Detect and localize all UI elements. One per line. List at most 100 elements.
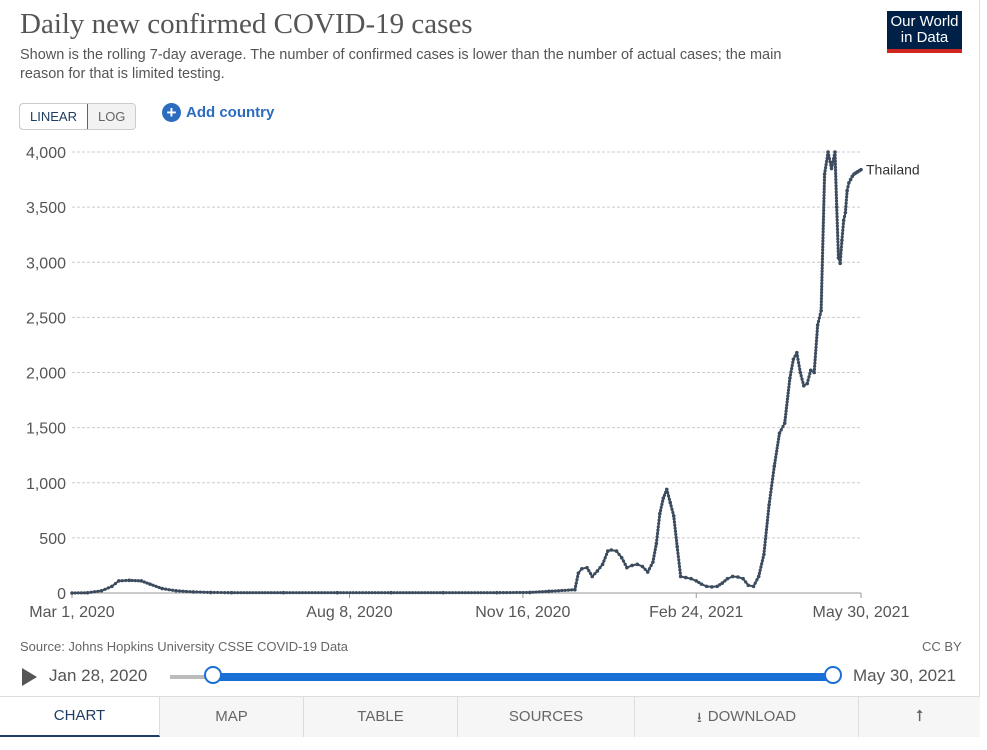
data-point — [834, 181, 838, 185]
data-point — [833, 165, 838, 169]
data-point — [348, 591, 352, 595]
data-point — [553, 589, 557, 593]
data-point — [841, 225, 845, 229]
license-link[interactable]: CC BY — [922, 639, 962, 654]
data-point — [170, 588, 175, 592]
data-point — [600, 562, 605, 567]
data-point — [454, 591, 458, 595]
data-point — [819, 300, 823, 304]
data-point — [820, 263, 824, 267]
data-point — [822, 208, 826, 213]
tab-chart[interactable]: CHART — [0, 697, 160, 737]
download-icon: ⭳ — [696, 709, 702, 725]
timeline-start-handle[interactable] — [204, 666, 222, 684]
data-point — [841, 222, 845, 226]
data-point — [835, 215, 839, 219]
timeline-selected-range — [213, 673, 833, 681]
data-point — [771, 471, 776, 475]
data-point — [531, 590, 535, 594]
data-point — [379, 591, 384, 595]
data-point — [537, 590, 541, 594]
data-point — [655, 538, 659, 542]
data-point — [841, 228, 845, 232]
timeline: Jan 28, 2020 May 30, 2021 — [0, 660, 980, 692]
data-point — [208, 590, 213, 595]
data-point — [770, 477, 775, 481]
x-tick-label: Aug 8, 2020 — [306, 604, 392, 621]
data-point — [819, 306, 823, 310]
data-point — [106, 586, 111, 590]
data-point — [398, 591, 402, 595]
log-scale-button[interactable]: LOG — [87, 104, 136, 129]
data-point — [838, 261, 842, 266]
data-point — [819, 303, 823, 307]
data-point — [447, 591, 452, 595]
data-point — [820, 287, 824, 292]
data-point — [813, 364, 817, 368]
data-point — [845, 192, 849, 196]
data-point — [99, 588, 104, 593]
data-point — [766, 515, 770, 519]
source-note[interactable]: Source: Johns Hopkins University CSSE CO… — [20, 639, 349, 654]
data-point — [795, 354, 800, 358]
data-point — [815, 323, 820, 327]
data-point — [319, 591, 324, 595]
data-point — [821, 242, 825, 246]
tab-chart-label: CHART — [53, 707, 106, 724]
data-point — [815, 332, 819, 337]
data-point — [847, 181, 851, 185]
data-point — [662, 493, 667, 497]
data-point — [769, 490, 773, 494]
data-point — [661, 499, 665, 503]
data-point — [833, 168, 838, 172]
data-point — [800, 377, 804, 381]
data-point — [266, 591, 270, 595]
data-point — [501, 591, 506, 595]
data-point — [498, 591, 502, 595]
data-point — [834, 174, 838, 179]
data-point — [760, 559, 765, 563]
y-tick-label: 2,000 — [26, 366, 66, 383]
data-point — [130, 578, 134, 583]
play-icon[interactable] — [22, 668, 37, 686]
data-point — [142, 580, 146, 584]
data-point — [791, 357, 796, 362]
data-point — [678, 571, 682, 575]
data-point — [822, 178, 827, 182]
data-point — [300, 591, 305, 595]
data-point — [782, 421, 787, 426]
data-point — [361, 591, 365, 595]
x-tick-label: May 30, 2021 — [813, 604, 910, 621]
data-point — [819, 308, 823, 313]
data-point — [492, 591, 496, 595]
data-point — [763, 543, 767, 547]
data-point — [232, 591, 237, 595]
data-point — [656, 528, 660, 532]
tab-map[interactable]: MAP — [160, 697, 304, 737]
data-point — [527, 590, 532, 595]
data-point — [576, 571, 581, 575]
data-point — [775, 446, 779, 450]
data-point — [643, 567, 647, 571]
linear-scale-button[interactable]: LINEAR — [20, 104, 88, 129]
tab-table[interactable]: TABLE — [304, 697, 458, 737]
data-point — [723, 579, 727, 583]
data-point — [635, 562, 640, 567]
tab-download[interactable]: ⭳ DOWNLOAD — [635, 697, 859, 737]
tab-sources[interactable]: SOURCES — [458, 697, 635, 737]
data-point — [760, 562, 764, 566]
data-point — [844, 204, 848, 208]
tab-share[interactable]: ⭡ — [859, 697, 980, 737]
data-point — [835, 218, 839, 222]
timeline-start-date: Jan 28, 2020 — [49, 666, 148, 685]
data-point — [429, 591, 433, 595]
data-point — [720, 581, 725, 585]
add-country-button[interactable]: + Add country — [162, 103, 274, 122]
data-point — [822, 196, 826, 200]
data-point — [338, 591, 343, 595]
data-point — [776, 443, 780, 447]
x-tick-label: Mar 1, 2020 — [29, 604, 114, 621]
owid-logo[interactable]: Our World in Data — [887, 11, 962, 53]
timeline-end-handle[interactable] — [824, 666, 842, 684]
data-point — [814, 345, 818, 349]
